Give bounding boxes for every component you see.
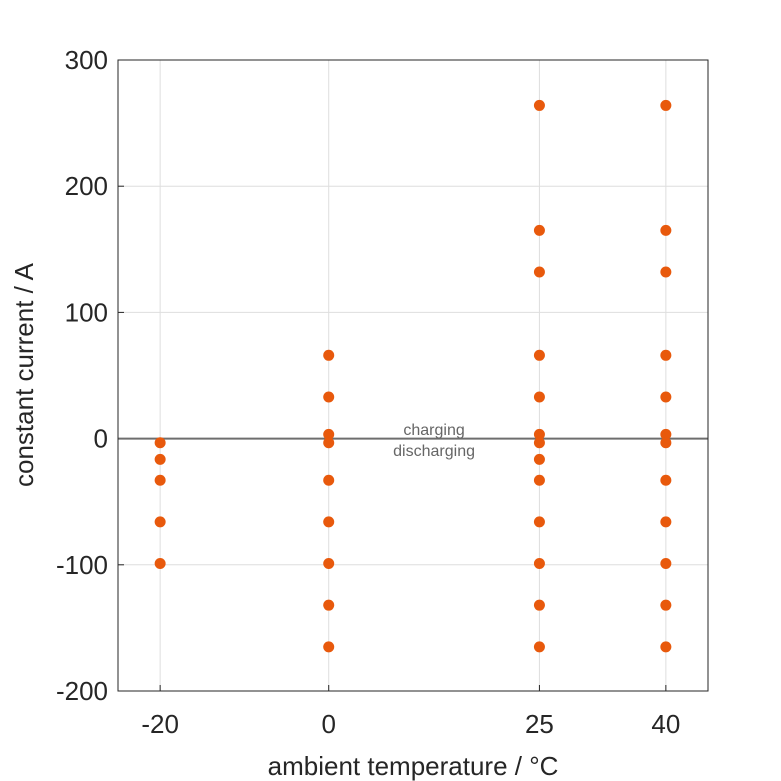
data-point bbox=[533, 474, 545, 486]
grid bbox=[118, 59, 708, 692]
data-point bbox=[323, 349, 335, 361]
data-point bbox=[660, 599, 672, 611]
data-point bbox=[154, 474, 166, 486]
data-point bbox=[533, 558, 545, 570]
data-point bbox=[323, 516, 335, 528]
data-point bbox=[660, 391, 672, 403]
data-point bbox=[533, 391, 545, 403]
data-point bbox=[660, 437, 672, 449]
data-points bbox=[154, 99, 672, 653]
x-tick-labels: -20 0 25 40 bbox=[141, 709, 680, 739]
data-point bbox=[660, 428, 672, 440]
data-point bbox=[533, 453, 545, 465]
data-point bbox=[660, 474, 672, 486]
y-axis-label: constant current / A bbox=[9, 262, 39, 487]
data-point bbox=[533, 224, 545, 236]
y-tick-label: 300 bbox=[65, 45, 108, 75]
data-point bbox=[533, 599, 545, 611]
data-point bbox=[533, 428, 545, 440]
data-point bbox=[533, 437, 545, 449]
x-axis-label: ambient temperature / °C bbox=[268, 751, 559, 781]
x-tick-label: 40 bbox=[651, 709, 680, 739]
x-tick-label: -20 bbox=[141, 709, 179, 739]
data-point bbox=[154, 516, 166, 528]
y-tick-label: 100 bbox=[65, 297, 108, 327]
data-point bbox=[154, 558, 166, 570]
data-point bbox=[533, 266, 545, 278]
data-point bbox=[533, 349, 545, 361]
data-point bbox=[533, 641, 545, 653]
data-point bbox=[154, 437, 166, 449]
y-tick-label: -100 bbox=[56, 550, 108, 580]
data-point bbox=[323, 428, 335, 440]
data-point bbox=[660, 558, 672, 570]
data-point bbox=[154, 453, 166, 465]
data-point bbox=[660, 641, 672, 653]
annotation-charging: charging bbox=[403, 422, 464, 439]
annotation-discharging: discharging bbox=[393, 443, 475, 460]
x-tick-label: 25 bbox=[525, 709, 554, 739]
data-point bbox=[323, 391, 335, 403]
y-tick-labels: 300 200 100 0 -100 -200 bbox=[56, 45, 108, 706]
data-point bbox=[660, 224, 672, 236]
y-tick-label: 0 bbox=[94, 424, 108, 454]
data-point bbox=[533, 99, 545, 111]
data-point bbox=[323, 599, 335, 611]
data-point bbox=[660, 516, 672, 528]
data-point bbox=[660, 266, 672, 278]
y-tick-label: 200 bbox=[65, 171, 108, 201]
data-point bbox=[323, 558, 335, 570]
data-point bbox=[660, 349, 672, 361]
data-point bbox=[323, 641, 335, 653]
data-point bbox=[533, 516, 545, 528]
x-tick-label: 0 bbox=[321, 709, 335, 739]
data-point bbox=[323, 437, 335, 449]
y-tick-label: -200 bbox=[56, 676, 108, 706]
data-point bbox=[660, 99, 672, 111]
plot-frame bbox=[117, 59, 709, 692]
data-point bbox=[323, 474, 335, 486]
